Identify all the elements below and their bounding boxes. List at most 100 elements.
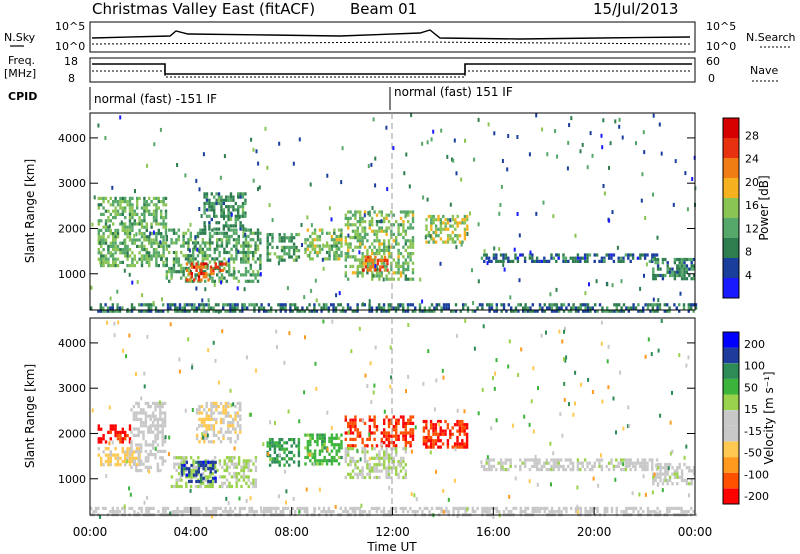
range-cell [147,456,150,460]
range-cell [387,456,391,460]
range-cell [245,481,248,485]
range-cell [490,306,494,310]
range-cell [133,306,136,310]
range-cell [619,256,623,260]
scatter-cell [685,444,688,449]
range-cell [593,464,596,468]
range-cell [136,206,139,210]
range-cell [205,437,208,441]
range-cell [680,475,684,479]
range-cell [390,264,393,268]
range-cell [434,227,438,231]
range-cell [151,401,155,405]
range-cell [273,450,277,454]
range-cell [119,203,122,207]
range-cell [203,437,206,441]
range-cell [666,472,669,476]
range-cell [313,309,316,313]
range-cell [157,264,160,268]
range-cell [607,253,611,257]
range-cell [228,273,231,277]
range-cell [340,446,343,450]
range-cell [100,437,103,441]
range-cell [411,236,415,240]
range-cell [502,510,506,514]
range-cell [193,306,196,310]
range-cell [259,260,262,264]
scatter-cell [440,128,443,133]
range-cell [430,221,433,225]
range-cell [131,222,134,226]
range-cell [254,459,258,463]
range-cell [252,231,255,235]
range-cell [499,468,503,472]
range-cell [130,306,134,310]
range-cell [145,260,148,264]
scatter-cell [607,385,610,390]
range-cell [666,469,669,473]
scatter-cell [530,399,533,404]
range-cell [138,506,141,510]
velocity-colorbar-tick: 15 [744,403,758,416]
range-cell [383,421,386,425]
range-cell [344,239,347,243]
range-cell [195,460,198,464]
range-cell [591,464,594,468]
range-cell [168,228,171,232]
range-cell [156,433,160,437]
range-cell [502,468,505,472]
range-cell [387,444,391,448]
range-cell [229,198,233,202]
range-cell [104,238,108,242]
range-cell [690,277,693,281]
range-cell [152,216,156,220]
scatter-cell [656,235,659,240]
range-cell [387,226,391,230]
range-cell [349,216,352,220]
range-cell [131,206,134,210]
range-cell [344,255,347,259]
range-cell [593,461,596,465]
range-cell [333,228,336,232]
range-cell [180,456,183,460]
range-cell [280,447,284,451]
range-cell [654,277,657,281]
scatter-cell [252,178,255,183]
range-cell [192,257,195,261]
range-cell [402,415,405,419]
range-cell [385,453,388,457]
range-cell [659,466,662,470]
range-cell [188,470,191,474]
range-cell [144,424,148,428]
range-cell [524,506,527,510]
range-cell [106,309,110,313]
range-cell [451,218,455,222]
range-cell [184,241,188,245]
scatter-cell [455,333,458,338]
range-cell [304,462,307,466]
range-cell [97,506,100,510]
range-cell [335,234,338,239]
range-cell [320,510,323,514]
range-cell [538,468,541,472]
range-cell [622,259,625,263]
range-cell [500,303,503,307]
range-cell [576,256,580,260]
range-cell [676,472,679,476]
range-cell [583,259,587,263]
scatter-cell [133,233,136,238]
power-colorbar-swatch [723,138,739,158]
range-cell [124,209,127,213]
range-cell [600,464,604,468]
range-cell [690,506,693,510]
range-cell [194,475,198,479]
range-cell [214,460,217,464]
scatter-cell [232,402,235,407]
range-cell [304,238,307,242]
power-colorbar-swatch [723,218,739,238]
range-cell [404,450,407,454]
range-cell [425,445,428,449]
range-cell [432,214,435,219]
range-cell [128,203,132,207]
range-cell [116,430,120,434]
